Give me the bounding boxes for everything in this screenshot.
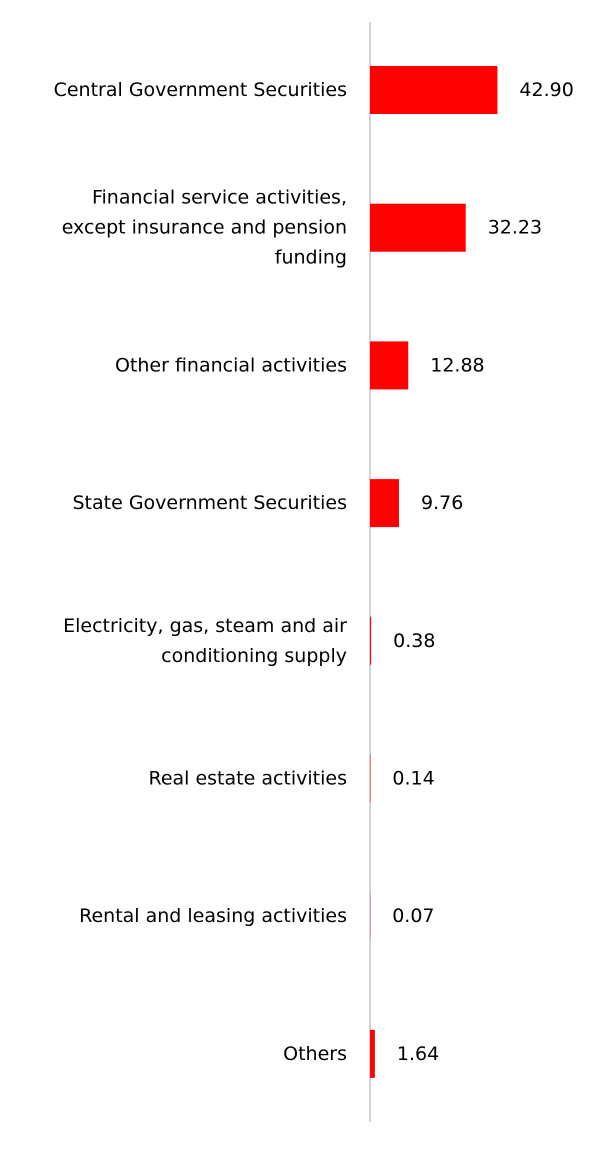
category-label: Real estate activities — [148, 768, 347, 790]
bar — [370, 617, 371, 665]
data-label: 42.90 — [519, 79, 573, 101]
data-label: 0.07 — [392, 905, 434, 927]
data-label: 9.76 — [421, 492, 463, 514]
category-label: Financial service activities,except insu… — [62, 187, 347, 269]
data-label: 12.88 — [430, 354, 484, 376]
data-label: 0.38 — [393, 630, 435, 652]
bar — [370, 66, 497, 114]
category-label: Rental and leasing activities — [79, 905, 347, 927]
bar — [370, 204, 466, 252]
bar — [370, 341, 408, 389]
category-label: Central Government Securities — [54, 79, 347, 101]
data-label: 32.23 — [488, 217, 542, 239]
category-label: Other financial activities — [115, 354, 347, 376]
data-label: 1.64 — [397, 1043, 439, 1065]
data-label: 0.14 — [392, 768, 434, 790]
category-label: State Government Securities — [72, 492, 347, 514]
bar — [370, 1030, 375, 1078]
category-label: Others — [283, 1043, 347, 1065]
bar — [370, 479, 399, 527]
